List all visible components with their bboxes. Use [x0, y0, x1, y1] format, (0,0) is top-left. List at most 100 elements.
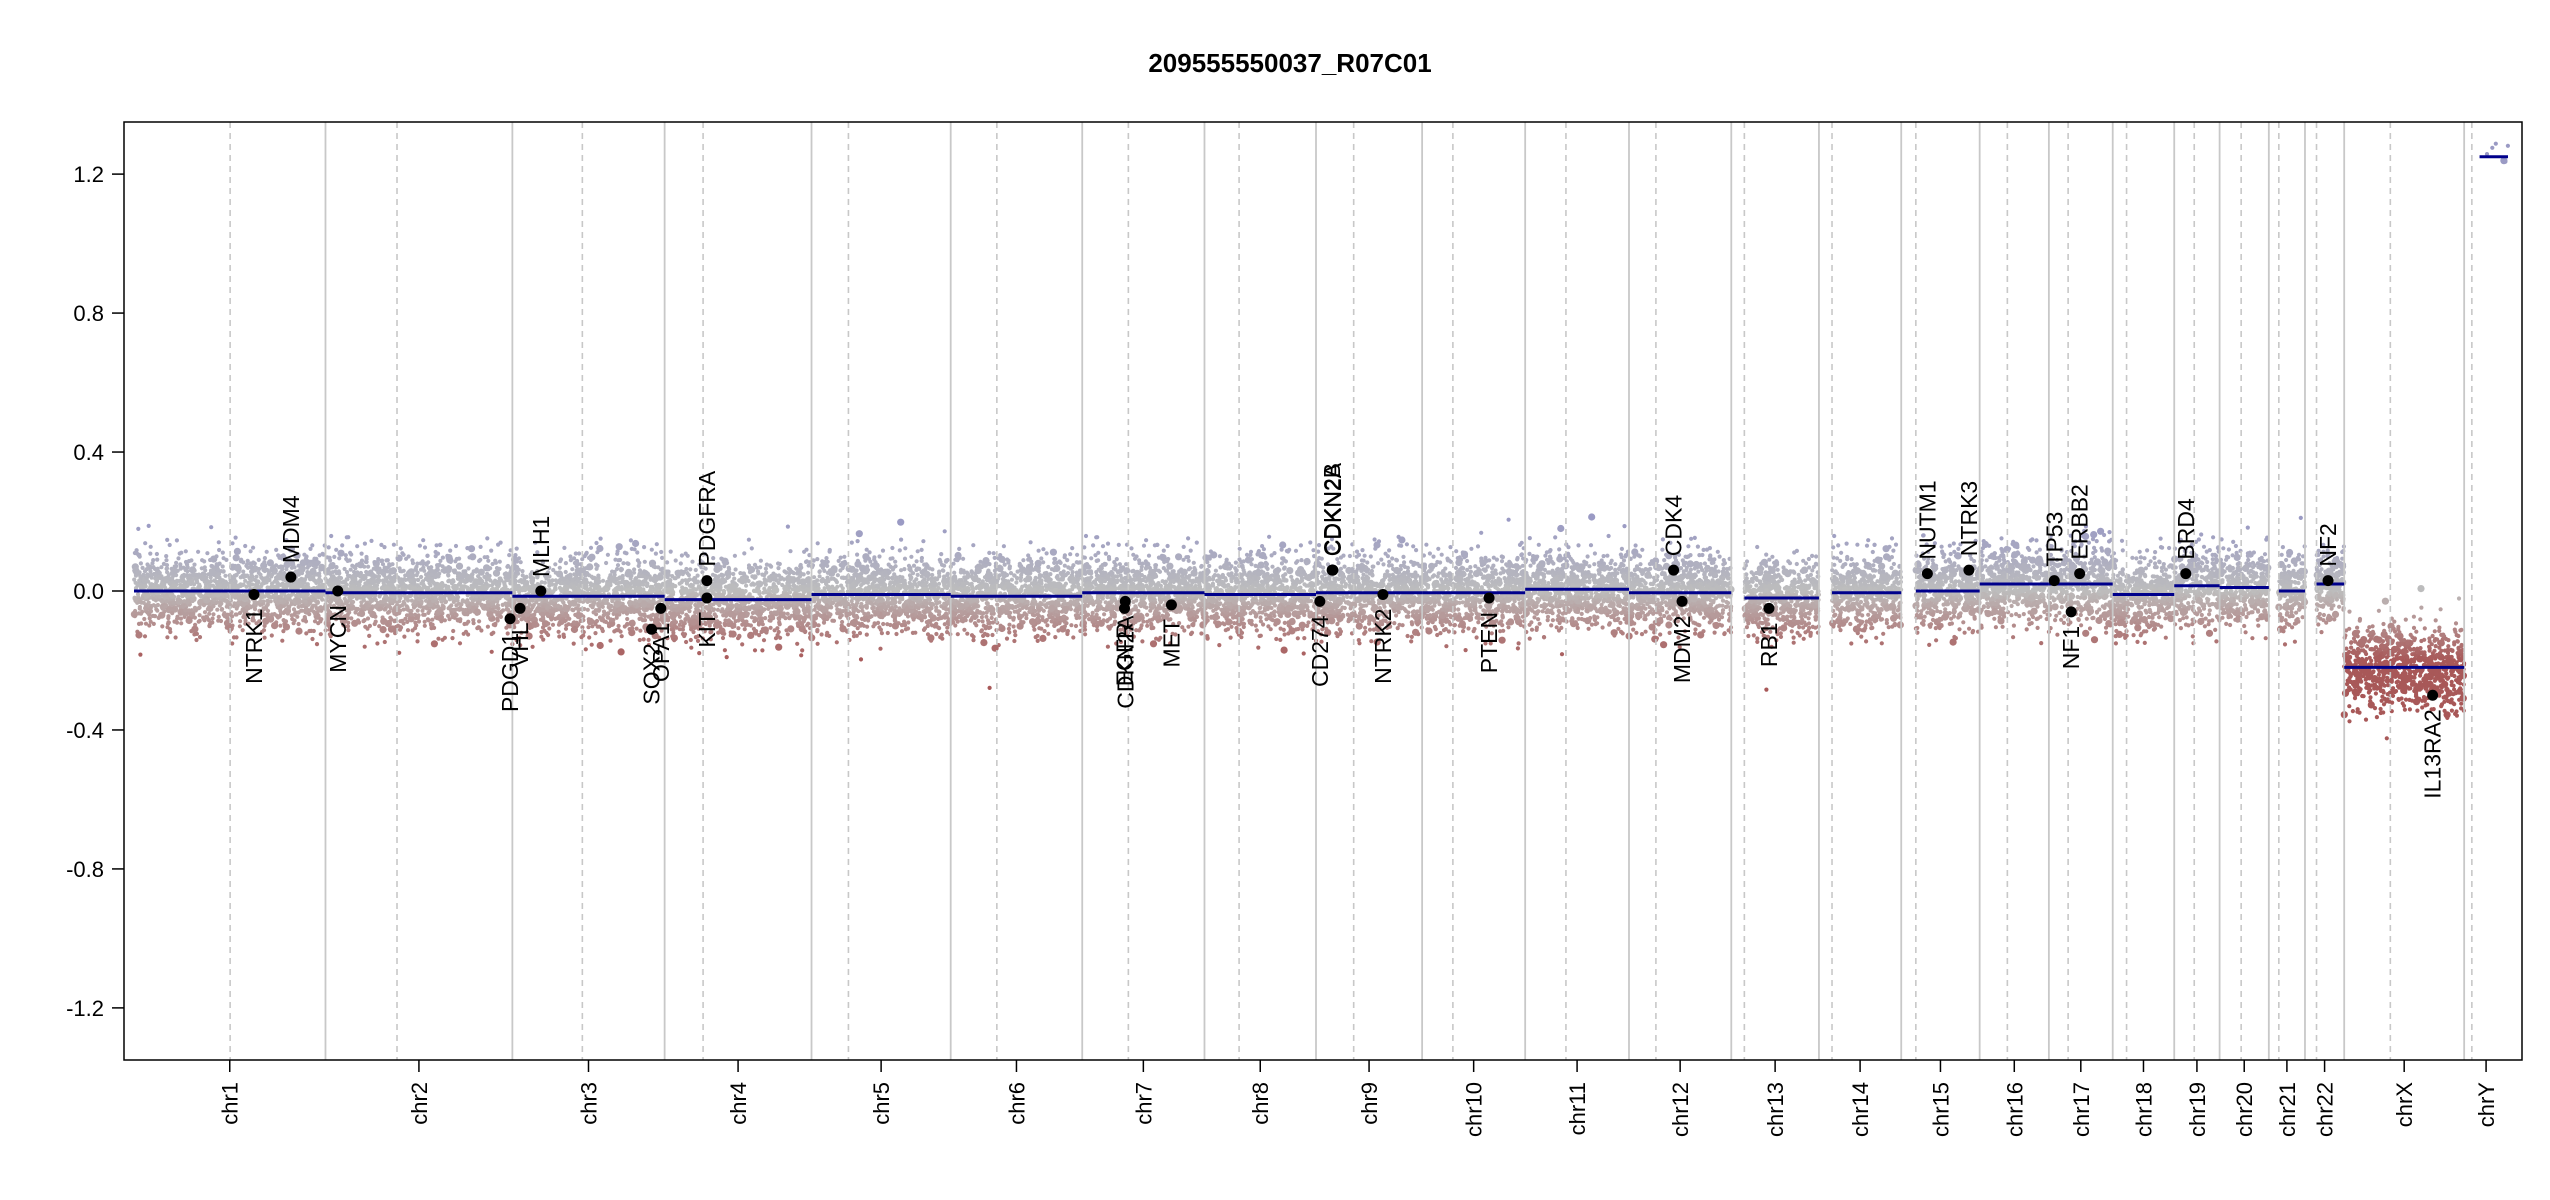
probe-scatter-layer — [130, 141, 2510, 741]
data-point — [498, 540, 503, 545]
data-point — [744, 583, 749, 588]
data-point — [362, 564, 367, 569]
data-point — [774, 610, 779, 615]
data-point — [249, 562, 254, 567]
data-point — [624, 570, 632, 578]
data-point — [392, 619, 397, 624]
data-point — [179, 550, 184, 555]
data-point — [789, 613, 794, 618]
data-point — [507, 553, 512, 558]
data-point — [485, 571, 490, 576]
data-point — [413, 594, 418, 599]
data-point — [574, 606, 579, 611]
data-point — [254, 574, 259, 579]
data-point — [342, 566, 347, 572]
data-point — [230, 641, 235, 646]
data-point — [300, 608, 305, 613]
data-point — [738, 612, 746, 620]
data-point — [804, 587, 810, 592]
data-point — [439, 619, 444, 624]
data-point — [645, 571, 651, 576]
data-point — [417, 597, 422, 602]
data-point — [858, 657, 864, 662]
data-point — [452, 568, 457, 573]
data-point — [318, 563, 326, 572]
data-point — [377, 624, 382, 629]
data-point — [586, 625, 591, 630]
data-point — [410, 561, 416, 566]
data-point — [365, 616, 371, 621]
data-point — [642, 613, 648, 619]
data-point — [343, 601, 349, 606]
data-point — [438, 558, 443, 564]
data-point — [618, 607, 623, 612]
data-point — [626, 561, 631, 567]
data-point — [724, 612, 729, 617]
data-point — [259, 602, 264, 607]
data-point — [159, 565, 164, 570]
data-point — [422, 612, 427, 617]
data-point — [304, 606, 309, 611]
data-point — [207, 593, 212, 598]
data-point — [166, 573, 171, 578]
data-point — [234, 564, 242, 573]
data-point — [485, 536, 490, 541]
data-point — [430, 622, 435, 627]
data-point — [474, 569, 479, 574]
data-point — [593, 621, 598, 627]
data-point — [776, 561, 781, 566]
data-point — [785, 611, 790, 616]
data-point — [719, 609, 724, 614]
data-point — [792, 583, 797, 589]
data-point — [391, 542, 396, 547]
data-point — [587, 635, 592, 640]
data-point — [426, 610, 431, 616]
data-point — [357, 620, 362, 625]
data-point — [385, 633, 390, 638]
data-point — [349, 580, 354, 585]
data-point — [212, 597, 217, 602]
data-point — [463, 569, 468, 574]
data-point — [695, 573, 700, 578]
data-point — [493, 560, 499, 565]
data-point — [138, 585, 143, 590]
data-point — [212, 585, 217, 590]
data-point — [627, 600, 632, 606]
data-point — [293, 551, 301, 560]
data-point — [233, 547, 241, 556]
data-point — [645, 581, 650, 587]
data-point — [732, 553, 738, 558]
data-point — [259, 629, 265, 635]
data-point — [271, 584, 276, 589]
data-point — [540, 611, 545, 617]
data-point — [374, 603, 379, 608]
data-point — [334, 547, 339, 552]
data-point — [280, 567, 285, 572]
data-point — [516, 613, 522, 619]
data-point — [209, 563, 214, 569]
data-point — [477, 625, 482, 630]
data-point — [453, 585, 458, 590]
data-point — [262, 594, 267, 599]
data-point — [556, 603, 561, 608]
data-point — [262, 556, 267, 561]
data-point — [234, 595, 239, 600]
data-point — [767, 585, 772, 591]
data-point — [752, 648, 758, 653]
data-point — [159, 599, 165, 604]
data-point — [311, 586, 317, 591]
data-point — [281, 553, 286, 558]
data-point — [803, 629, 808, 635]
data-point — [550, 622, 556, 627]
data-point — [801, 616, 806, 621]
data-point — [491, 630, 496, 635]
data-point — [132, 550, 137, 556]
data-point — [344, 535, 349, 540]
data-point — [776, 616, 781, 621]
data-point — [223, 598, 228, 603]
data-point — [359, 551, 364, 556]
data-point — [777, 621, 782, 627]
data-point — [281, 618, 286, 623]
data-point — [595, 550, 600, 555]
data-point — [806, 570, 811, 575]
